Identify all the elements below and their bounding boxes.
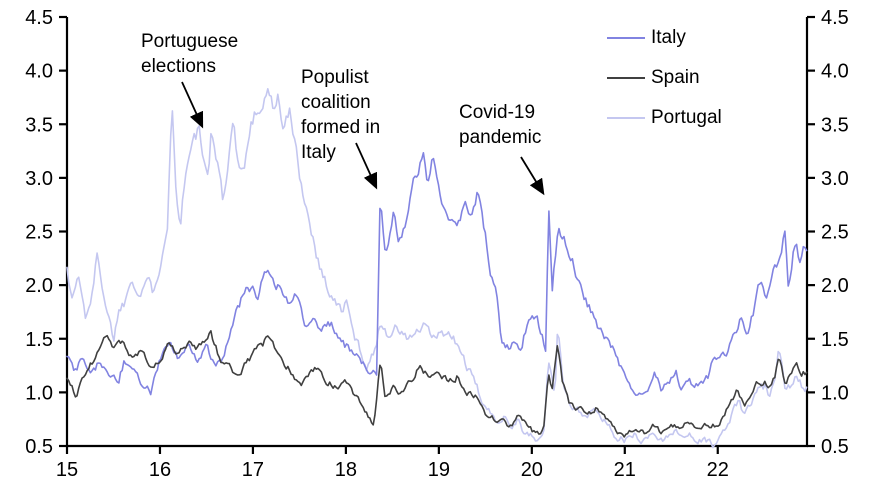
y-tick-label-left: 2.0	[25, 275, 53, 297]
y-tick-label-left: 1.5	[25, 329, 53, 351]
annotation-arrow-portuguese-elections	[181, 81, 204, 129]
x-tick-label: 19	[428, 459, 450, 481]
axes-layer: 0.5 0.5 1.0 1.0 1.5 1.5 2.0 2.0 2.5 2.5 3.0 3.0 3.5 3…	[25, 7, 849, 481]
annotation-arrow-layer	[181, 81, 545, 196]
annotation-line: Populist	[301, 67, 369, 88]
series-line-portugal	[66, 88, 808, 449]
portugal-line-swatch	[607, 117, 645, 119]
annotation-line: formed in	[301, 117, 381, 138]
y-tick-label-right: 2.0	[821, 275, 849, 297]
annotation-arrow-covid-pandemic	[520, 156, 545, 196]
x-tick-label: 15	[56, 459, 78, 481]
annotation-arrow-populist-coalition	[355, 142, 378, 190]
x-tick-label: 17	[242, 459, 264, 481]
annotation-line: coalition	[301, 92, 371, 113]
y-tick-label-right: 2.5	[821, 222, 849, 244]
y-tick-label-right: 0.5	[821, 436, 849, 458]
spain-line-swatch	[607, 77, 645, 79]
x-tick-label: 21	[614, 459, 636, 481]
legend: Italy Spain Portugal	[607, 27, 722, 148]
annotation-portuguese-elections: Portuguese elections	[141, 29, 238, 79]
y-tick-label-left: 2.5	[25, 222, 53, 244]
x-tick-label: 20	[521, 459, 543, 481]
legend-label-portugal: Portugal	[651, 107, 722, 128]
annotation-covid-pandemic: Covid-19 pandemic	[459, 100, 541, 150]
y-tick-label-right: 3.5	[821, 114, 849, 136]
y-tick-label-right: 1.5	[821, 329, 849, 351]
y-tick-label-right: 4.0	[821, 61, 849, 83]
y-tick-label-right: 4.5	[821, 7, 849, 29]
x-tick-label: 16	[149, 459, 171, 481]
series-line-italy	[66, 152, 808, 397]
y-tick-label-left: 3.5	[25, 114, 53, 136]
y-tick-label-right: 3.0	[821, 168, 849, 190]
x-tick-label: 18	[335, 459, 357, 481]
annotation-line: Italy	[301, 142, 336, 163]
annotation-populist-coalition: Populist coalition formed in Italy	[301, 65, 380, 165]
legend-label-spain: Spain	[651, 67, 700, 88]
legend-item-italy: Italy	[607, 27, 722, 48]
annotation-line: pandemic	[459, 127, 542, 148]
annotation-line: elections	[141, 56, 216, 77]
y-tick-label-left: 3.0	[25, 168, 53, 190]
legend-item-portugal: Portugal	[607, 107, 722, 128]
y-tick-label-right: 1.0	[821, 382, 849, 404]
y-tick-label-left: 0.5	[25, 436, 53, 458]
x-tick-label: 22	[707, 459, 729, 481]
legend-item-spain: Spain	[607, 67, 722, 88]
legend-label-italy: Italy	[651, 27, 686, 48]
y-tick-label-left: 4.5	[25, 7, 53, 29]
series-layer	[66, 88, 808, 449]
series-line-spain	[66, 329, 808, 438]
italy-line-swatch	[607, 37, 645, 39]
annotation-line: Covid-19	[459, 102, 536, 123]
y-tick-label-left: 4.0	[25, 61, 53, 83]
y-tick-label-left: 1.0	[25, 382, 53, 404]
annotation-line: Portuguese	[141, 31, 239, 52]
